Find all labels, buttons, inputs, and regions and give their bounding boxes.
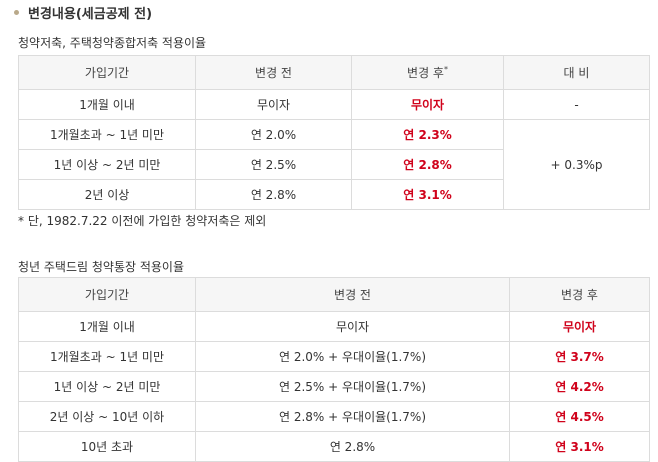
table-row: 2년 이상 연 2.8% 연 3.1% [18, 179, 650, 210]
table-row: 1년 이상 ~ 2년 미만 연 2.5% 연 2.8% [18, 149, 650, 180]
period-cell: 1개월초과 ~ 1년 미만 [18, 341, 196, 372]
table2-caption: 청년 주택드림 청약통장 적용이율 [18, 260, 185, 274]
period-cell: 1개월 이내 [18, 89, 196, 120]
table-row: 2년 이상 ~ 10년 이하 연 2.8% + 우대이율(1.7%) 연 4.5… [18, 401, 650, 432]
period-cell: 1년 이상 ~ 2년 미만 [18, 371, 196, 402]
after-rate-cell: 연 2.8% [351, 149, 504, 180]
period-cell: 1개월 이내 [18, 311, 196, 342]
after-rate-cell: 연 4.2% [509, 371, 650, 402]
before-rate-cell: 연 2.5% + 우대이율(1.7%) [195, 371, 510, 402]
before-rate-cell: 연 2.8% [195, 179, 352, 210]
period-cell: 1개월초과 ~ 1년 미만 [18, 119, 196, 150]
before-rate-cell: 연 2.0% [195, 119, 352, 150]
table1-header-period: 가입기간 [18, 55, 196, 90]
table1-savings-rates: 가입기간 변경 전 변경 후* 대 비 1개월 이내 무이자 무이자 - 1개월… [18, 55, 650, 210]
table1-caption: 청약저축, 주택청약종합저축 적용이율 [18, 36, 207, 50]
section-heading: 변경내용(세금공제 전) [14, 2, 152, 22]
table-row: 10년 초과 연 2.8% 연 3.1% [18, 431, 650, 462]
table-row: 1개월초과 ~ 1년 미만 연 2.0% 연 2.3% + 0.3%p [18, 119, 650, 210]
before-rate-cell: 연 2.0% + 우대이율(1.7%) [195, 341, 510, 372]
before-rate-cell: 연 2.8% [195, 431, 510, 462]
table1-header-compare: 대 비 [503, 55, 650, 90]
table1-header-after-label: 변경 후 [407, 66, 444, 80]
period-cell: 2년 이상 ~ 10년 이하 [18, 401, 196, 432]
section-heading-text: 변경내용(세금공제 전) [28, 6, 153, 22]
table-row: 1개월 이내 무이자 무이자 - [18, 89, 650, 120]
table2-header-before: 변경 전 [195, 277, 510, 312]
before-rate-cell: 무이자 [195, 89, 352, 120]
table-row: 1개월초과 ~ 1년 미만 연 2.0% + 우대이율(1.7%) 연 3.7% [18, 341, 650, 372]
period-cell: 10년 초과 [18, 431, 196, 462]
table-row: 1개월 이내 무이자 무이자 [18, 311, 650, 342]
compare-cell: + 0.3%p [503, 119, 650, 210]
table2-header-period: 가입기간 [18, 277, 196, 312]
table2-youth-rates: 가입기간 변경 전 변경 후 1개월 이내 무이자 무이자 1개월초과 ~ 1년… [18, 277, 650, 462]
table1-header-before: 변경 전 [195, 55, 352, 90]
compare-cell: - [503, 89, 650, 120]
after-rate-cell: 연 2.3% [351, 119, 504, 150]
table1-header-after: 변경 후* [351, 55, 504, 90]
after-rate-cell: 연 3.7% [509, 341, 650, 372]
table2-header-row: 가입기간 변경 전 변경 후 [18, 277, 650, 312]
table1-header-row: 가입기간 변경 전 변경 후* 대 비 [18, 55, 650, 90]
bullet-icon [14, 9, 19, 15]
after-rate-cell: 연 3.1% [351, 179, 504, 210]
after-rate-cell: 무이자 [351, 89, 504, 120]
period-cell: 2년 이상 [18, 179, 196, 210]
table1-footnote: * 단, 1982.7.22 이전에 가입한 청약저축은 제외 [18, 214, 267, 228]
before-rate-cell: 연 2.8% + 우대이율(1.7%) [195, 401, 510, 432]
period-cell: 1년 이상 ~ 2년 미만 [18, 149, 196, 180]
before-rate-cell: 연 2.5% [195, 149, 352, 180]
before-rate-cell: 무이자 [195, 311, 510, 342]
table1-header-after-mark: * [443, 65, 448, 74]
after-rate-cell: 연 3.1% [509, 431, 650, 462]
table2-header-after: 변경 후 [509, 277, 650, 312]
after-rate-cell: 연 4.5% [509, 401, 650, 432]
table-row: 1년 이상 ~ 2년 미만 연 2.5% + 우대이율(1.7%) 연 4.2% [18, 371, 650, 402]
after-rate-cell: 무이자 [509, 311, 650, 342]
